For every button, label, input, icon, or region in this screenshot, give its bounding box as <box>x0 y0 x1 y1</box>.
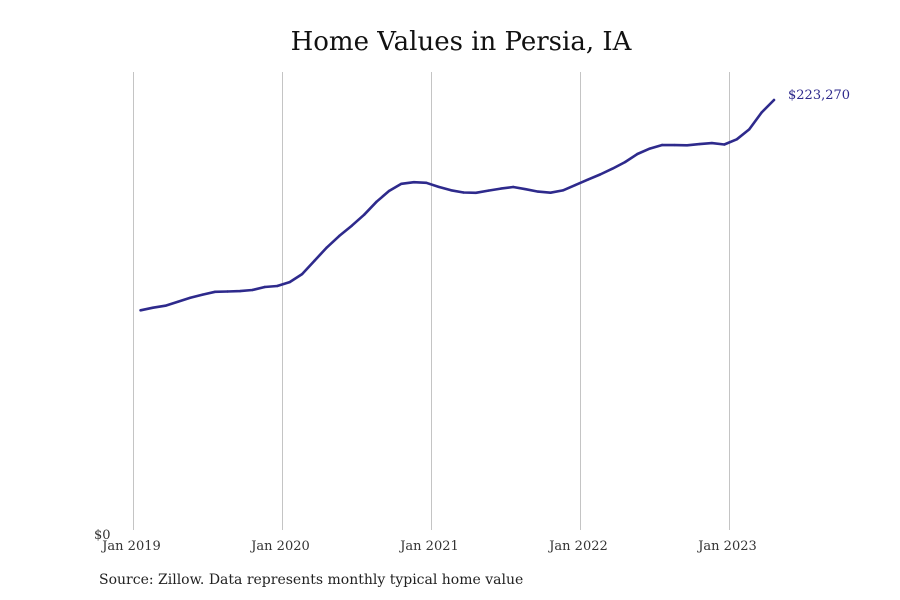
data-point-2020-03 <box>313 259 316 262</box>
data-point-2022-02 <box>598 173 602 176</box>
chart-title: Home Values in Persia, IA <box>290 27 632 57</box>
data-point-2019-09 <box>238 289 242 293</box>
data-point-2022-05 <box>636 152 639 156</box>
data-point-2020-07 <box>363 213 366 216</box>
data-point-2019-10 <box>251 288 254 292</box>
data-point-2020-11 <box>412 181 416 184</box>
data-point-2020-08 <box>375 200 378 203</box>
data-point-2021-01 <box>437 185 440 189</box>
data-point-2021-07 <box>512 185 515 189</box>
data-point-2020-05 <box>338 234 341 238</box>
data-point-2022-09 <box>685 144 689 147</box>
source-note: Source: Zillow. Data represents monthly … <box>99 572 524 588</box>
data-point-2023-01 <box>735 138 738 141</box>
x-tick-label-0: Jan 2019 <box>100 539 161 554</box>
data-point-2023-03 <box>760 111 763 114</box>
data-point-2019-01 <box>139 309 142 312</box>
data-point-2021-02 <box>449 189 453 192</box>
data-point-2019-04 <box>176 300 180 303</box>
data-point-2021-11 <box>561 189 565 192</box>
data-point-2021-06 <box>499 187 502 190</box>
data-point-2019-05 <box>189 296 192 299</box>
x-tick-label-4: Jan 2023 <box>696 539 757 554</box>
data-point-2022-12 <box>723 143 726 146</box>
data-point-2022-10 <box>698 142 701 146</box>
data-point-2022-01 <box>586 178 589 181</box>
data-point-2021-04 <box>474 191 478 194</box>
data-point-2020-12 <box>425 181 428 184</box>
data-point-2019-08 <box>226 290 229 293</box>
data-point-2019-12 <box>276 284 279 288</box>
data-point-2019-06 <box>201 293 204 296</box>
data-point-2020-09 <box>387 189 391 193</box>
data-point-2019-11 <box>263 285 266 289</box>
data-point-2020-06 <box>350 224 353 227</box>
data-point-2021-05 <box>487 189 490 192</box>
data-point-2020-02 <box>300 272 304 276</box>
end-value-label: $223,270 <box>788 88 850 103</box>
data-point-2022-06 <box>648 147 651 150</box>
data-point-2019-07 <box>213 290 217 293</box>
data-point-2020-01 <box>288 280 291 284</box>
data-point-2021-09 <box>536 190 540 193</box>
data-point-2020-10 <box>400 182 403 185</box>
data-point-2020-04 <box>325 246 329 249</box>
data-point-2022-07 <box>661 143 664 147</box>
gridlines <box>133 72 730 530</box>
data-points <box>139 98 776 312</box>
data-point-2022-08 <box>673 143 676 147</box>
x-tick-label-1: Jan 2020 <box>249 539 310 554</box>
data-point-2019-03 <box>164 304 167 307</box>
data-point-2019-02 <box>151 306 155 309</box>
data-point-2022-03 <box>611 167 614 170</box>
data-point-2023-02 <box>748 128 751 131</box>
series-line <box>139 98 776 312</box>
data-point-2022-04 <box>623 160 627 164</box>
x-tick-label-2: Jan 2021 <box>398 539 459 554</box>
data-point-2021-08 <box>524 188 527 191</box>
data-point-2021-03 <box>462 191 465 194</box>
data-point-2021-10 <box>549 191 552 194</box>
data-point-2022-11 <box>710 141 714 145</box>
y-tick-label-zero: $0 <box>94 528 111 543</box>
data-point-2023-04 <box>772 98 776 102</box>
x-axis-ticks: Jan 2019 Jan 2020 Jan 2021 Jan 2022 Jan 2023 <box>100 539 757 554</box>
data-point-2021-12 <box>574 183 577 187</box>
x-tick-label-3: Jan 2022 <box>547 539 608 554</box>
